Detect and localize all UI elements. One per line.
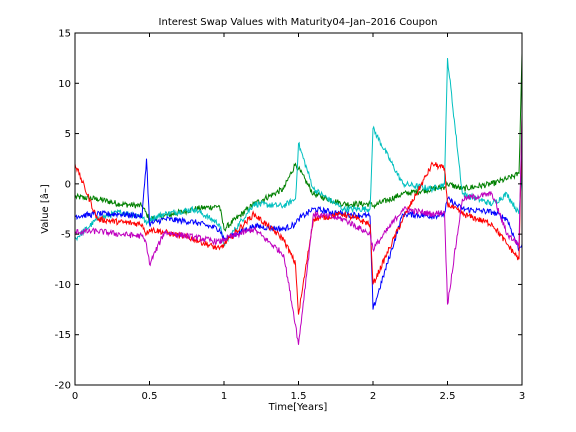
x-tick-label: 1	[221, 391, 227, 402]
x-tick-label: 0.5	[142, 391, 158, 402]
y-tick-label: 5	[65, 129, 71, 140]
y-tick-label: -5	[61, 230, 71, 241]
x-axis-label: Time[Years]	[268, 402, 328, 413]
x-tick-label: 2	[370, 391, 376, 402]
y-tick-label: 15	[58, 29, 71, 40]
y-tick-label: 0	[65, 179, 71, 190]
chart-title: Interest Swap Values with Maturity04–Jan…	[159, 17, 438, 28]
x-tick-label: 1.5	[291, 391, 307, 402]
plot-area	[75, 33, 522, 385]
y-axis-label: Value [â–]	[39, 184, 51, 234]
x-tick-label: 0	[72, 391, 78, 402]
y-tick-label: -15	[55, 330, 71, 341]
y-tick-label: 10	[58, 79, 71, 90]
y-tick-label: -10	[55, 280, 71, 291]
x-tick-label: 3	[519, 391, 525, 402]
y-tick-label: -20	[55, 381, 71, 392]
x-tick-label: 2.5	[440, 391, 456, 402]
